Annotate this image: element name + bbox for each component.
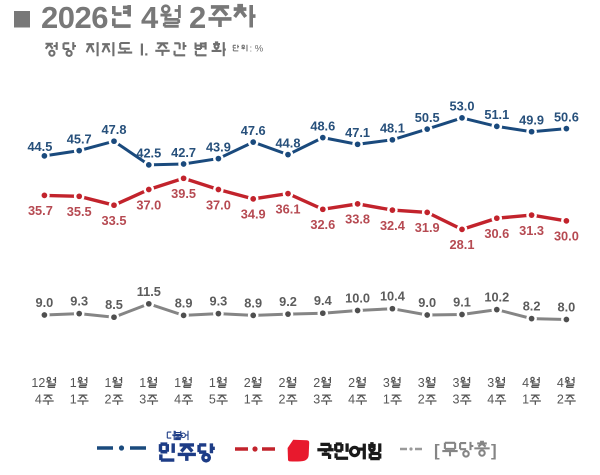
svg-text:1: 1 — [383, 392, 390, 406]
svg-text:9.3: 9.3 — [210, 294, 228, 309]
svg-text:32.4: 32.4 — [380, 218, 406, 233]
svg-text:43.9: 43.9 — [206, 139, 231, 154]
svg-text:2: 2 — [348, 376, 355, 390]
svg-text:50.6: 50.6 — [554, 109, 579, 124]
svg-text:11.5: 11.5 — [137, 284, 161, 299]
svg-text:2: 2 — [105, 392, 112, 406]
svg-text:9.2: 9.2 — [279, 294, 297, 309]
svg-text:5: 5 — [209, 392, 216, 406]
svg-text:4: 4 — [35, 392, 42, 406]
svg-text:2: 2 — [279, 376, 286, 390]
svg-text:45.7: 45.7 — [67, 131, 92, 146]
svg-text:48.6: 48.6 — [310, 118, 335, 133]
svg-text:39.5: 39.5 — [171, 186, 196, 201]
svg-text:]: ] — [491, 441, 497, 460]
svg-text:10.2: 10.2 — [484, 290, 509, 305]
svg-text:4: 4 — [487, 392, 494, 406]
svg-text:42.7: 42.7 — [171, 145, 196, 160]
svg-text:49.9: 49.9 — [519, 113, 544, 128]
svg-text:4: 4 — [557, 376, 564, 390]
svg-text:1: 1 — [522, 392, 529, 406]
svg-text:53.0: 53.0 — [450, 99, 475, 114]
svg-text:30.6: 30.6 — [484, 226, 509, 241]
svg-text:50.5: 50.5 — [415, 110, 440, 125]
svg-text:8.9: 8.9 — [244, 295, 262, 310]
svg-text:9.1: 9.1 — [453, 295, 471, 310]
svg-text:9.0: 9.0 — [36, 295, 54, 310]
svg-text:4: 4 — [522, 376, 529, 390]
svg-text:35.5: 35.5 — [67, 204, 92, 219]
svg-text:28.1: 28.1 — [450, 237, 475, 252]
svg-text:8.9: 8.9 — [175, 295, 193, 310]
svg-text:3: 3 — [453, 392, 460, 406]
svg-text:31.9: 31.9 — [415, 220, 440, 235]
svg-text:37.0: 37.0 — [206, 197, 231, 212]
svg-text:3: 3 — [313, 392, 320, 406]
svg-text:2: 2 — [279, 392, 286, 406]
svg-text:44.8: 44.8 — [276, 135, 301, 150]
svg-text:3: 3 — [139, 392, 146, 406]
svg-text:4: 4 — [141, 0, 159, 35]
svg-text:2: 2 — [244, 376, 251, 390]
svg-text:36.1: 36.1 — [276, 201, 301, 216]
svg-text:10.4: 10.4 — [380, 289, 406, 304]
svg-text:8.5: 8.5 — [105, 297, 123, 312]
svg-text:1: 1 — [174, 376, 181, 390]
svg-text:10.0: 10.0 — [345, 291, 370, 306]
svg-text:31.3: 31.3 — [519, 223, 544, 238]
svg-text:47.8: 47.8 — [102, 122, 127, 137]
svg-text:1: 1 — [244, 392, 251, 406]
svg-text:37.0: 37.0 — [136, 197, 161, 212]
svg-text:4: 4 — [174, 392, 181, 406]
svg-text:3: 3 — [453, 376, 460, 390]
svg-text:1: 1 — [209, 376, 216, 390]
svg-text:2: 2 — [418, 392, 425, 406]
svg-text:2: 2 — [313, 376, 320, 390]
svg-text:2026: 2026 — [41, 0, 108, 35]
svg-text:2: 2 — [189, 0, 206, 35]
svg-text:33.8: 33.8 — [345, 212, 370, 227]
svg-text:35.7: 35.7 — [28, 203, 53, 218]
svg-text:4: 4 — [348, 392, 355, 406]
svg-text:1: 1 — [70, 392, 77, 406]
svg-text:8.2: 8.2 — [523, 299, 541, 314]
svg-text:30.0: 30.0 — [554, 229, 579, 244]
svg-text:32.6: 32.6 — [310, 217, 335, 232]
svg-text:47.1: 47.1 — [345, 125, 370, 140]
svg-text:44.5: 44.5 — [27, 139, 52, 154]
svg-text:[: [ — [434, 441, 440, 460]
svg-text:51.1: 51.1 — [484, 107, 509, 122]
svg-text:1: 1 — [70, 376, 77, 390]
svg-text:1: 1 — [105, 376, 112, 390]
svg-text:: %: : % — [250, 44, 264, 55]
svg-text:9.3: 9.3 — [70, 294, 88, 309]
svg-text:9.4: 9.4 — [314, 293, 333, 308]
svg-text:34.9: 34.9 — [241, 207, 266, 222]
svg-text:9.0: 9.0 — [418, 295, 436, 310]
svg-text:47.6: 47.6 — [241, 123, 266, 138]
svg-text:12: 12 — [31, 376, 45, 390]
svg-text:33.5: 33.5 — [102, 213, 127, 228]
svg-text:2: 2 — [557, 392, 564, 406]
svg-text:3: 3 — [418, 376, 425, 390]
svg-text:3: 3 — [383, 376, 390, 390]
svg-text:3: 3 — [487, 376, 494, 390]
svg-text:42.5: 42.5 — [136, 146, 161, 161]
svg-text:8.0: 8.0 — [558, 300, 576, 315]
svg-text:48.1: 48.1 — [380, 121, 405, 136]
svg-text:1: 1 — [139, 376, 146, 390]
